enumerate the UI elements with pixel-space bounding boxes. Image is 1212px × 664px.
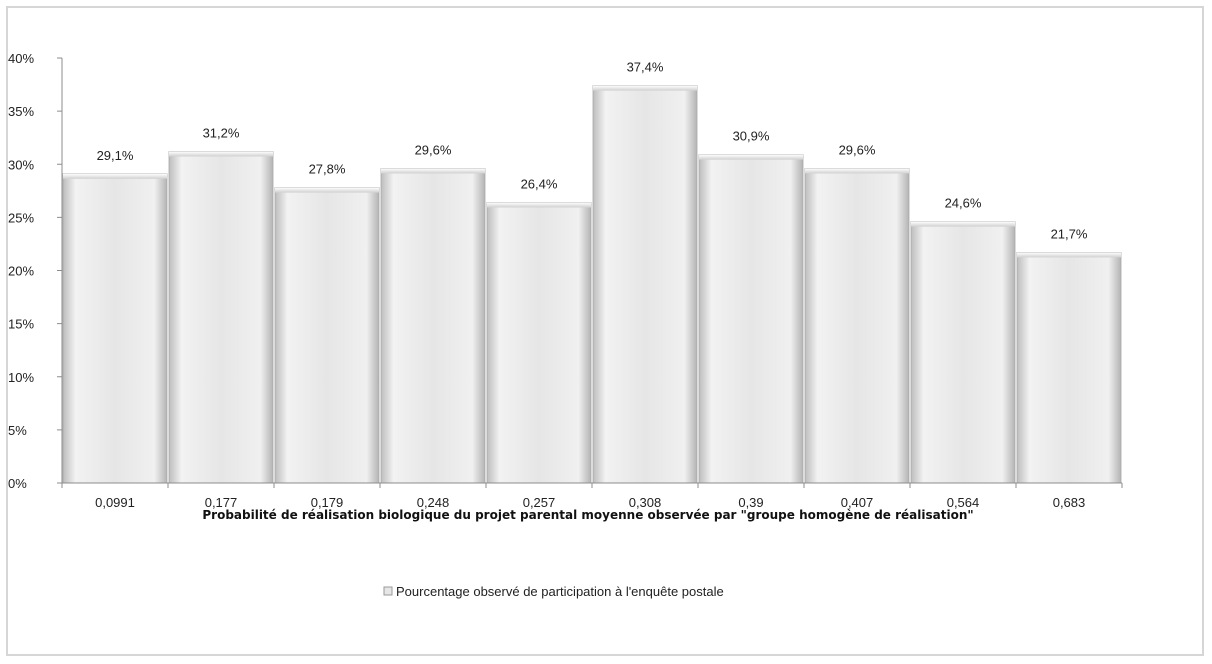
x-tick-label: 0,177 bbox=[205, 495, 238, 510]
bar bbox=[168, 151, 274, 484]
bar-top-bevel bbox=[805, 168, 909, 174]
y-tick-label: 15% bbox=[8, 317, 34, 332]
bar-data-label: 29,1% bbox=[97, 148, 134, 163]
bar bbox=[910, 221, 1016, 484]
bars bbox=[62, 85, 1122, 484]
bar bbox=[592, 85, 698, 484]
x-tick-label: 0,179 bbox=[311, 495, 344, 510]
x-tick-label: 0,0991 bbox=[95, 495, 135, 510]
legend: Pourcentage observé de participation à l… bbox=[383, 584, 724, 599]
legend-swatch bbox=[383, 586, 393, 596]
data-labels: 29,1% 31,2% 27,8% 29,6% 26,4% 37,4% 30,9% 29,6%… bbox=[97, 60, 1088, 242]
bar-data-label: 21,7% bbox=[1051, 226, 1088, 241]
y-tick-label: 0% bbox=[8, 476, 27, 491]
x-tick-label: 0,257 bbox=[523, 495, 556, 510]
bar-top-bevel bbox=[63, 173, 167, 179]
bar-top-bevel bbox=[169, 151, 273, 157]
bar bbox=[486, 202, 592, 484]
y-tick-label: 30% bbox=[8, 157, 34, 172]
y-tick-label: 10% bbox=[8, 370, 34, 385]
x-tick-label: 0,407 bbox=[841, 495, 874, 510]
y-tick-label: 40% bbox=[8, 51, 34, 66]
x-tick-label: 0,39 bbox=[738, 495, 763, 510]
bar-data-label: 37,4% bbox=[627, 60, 664, 75]
bar-data-label: 26,4% bbox=[521, 177, 558, 192]
bar-top-bevel bbox=[381, 168, 485, 174]
bar-data-label: 29,6% bbox=[415, 143, 452, 158]
bar-data-label: 29,6% bbox=[839, 143, 876, 158]
y-tick-label: 35% bbox=[8, 104, 34, 119]
bar bbox=[698, 154, 804, 484]
bar bbox=[380, 168, 486, 484]
bar-top-bevel bbox=[699, 154, 803, 160]
x-tick-label: 0,683 bbox=[1053, 495, 1086, 510]
bar-data-label: 31,2% bbox=[203, 126, 240, 141]
y-tick-label: 20% bbox=[8, 264, 34, 279]
bar-data-label: 27,8% bbox=[309, 162, 346, 177]
bar bbox=[1016, 252, 1122, 484]
bar-top-bevel bbox=[593, 85, 697, 91]
bar-top-bevel bbox=[487, 202, 591, 208]
bar bbox=[274, 187, 380, 484]
bar-top-bevel bbox=[911, 221, 1015, 227]
bar-data-label: 30,9% bbox=[733, 129, 770, 144]
y-tick-label: 25% bbox=[8, 210, 34, 225]
bar-top-bevel bbox=[275, 187, 379, 193]
bar bbox=[62, 173, 168, 484]
legend-label: Pourcentage observé de participation à l… bbox=[396, 584, 724, 599]
bar-top-bevel bbox=[1017, 252, 1121, 258]
x-axis: 0,0991 0,177 0,179 0,248 0,257 0,308 0,39 0,407… bbox=[61, 482, 1123, 510]
x-axis-title: Probabilité de réalisation biologique du… bbox=[202, 508, 973, 522]
y-tick-label: 5% bbox=[8, 423, 27, 438]
bar bbox=[804, 168, 910, 484]
x-tick-label: 0,564 bbox=[947, 495, 980, 510]
x-tick-label: 0,248 bbox=[417, 495, 450, 510]
x-tick-label: 0,308 bbox=[629, 495, 662, 510]
y-axis: 0% 5% 10% 15% 20% 25% 30% 35% 40% bbox=[8, 51, 63, 491]
bar-data-label: 24,6% bbox=[945, 196, 982, 211]
